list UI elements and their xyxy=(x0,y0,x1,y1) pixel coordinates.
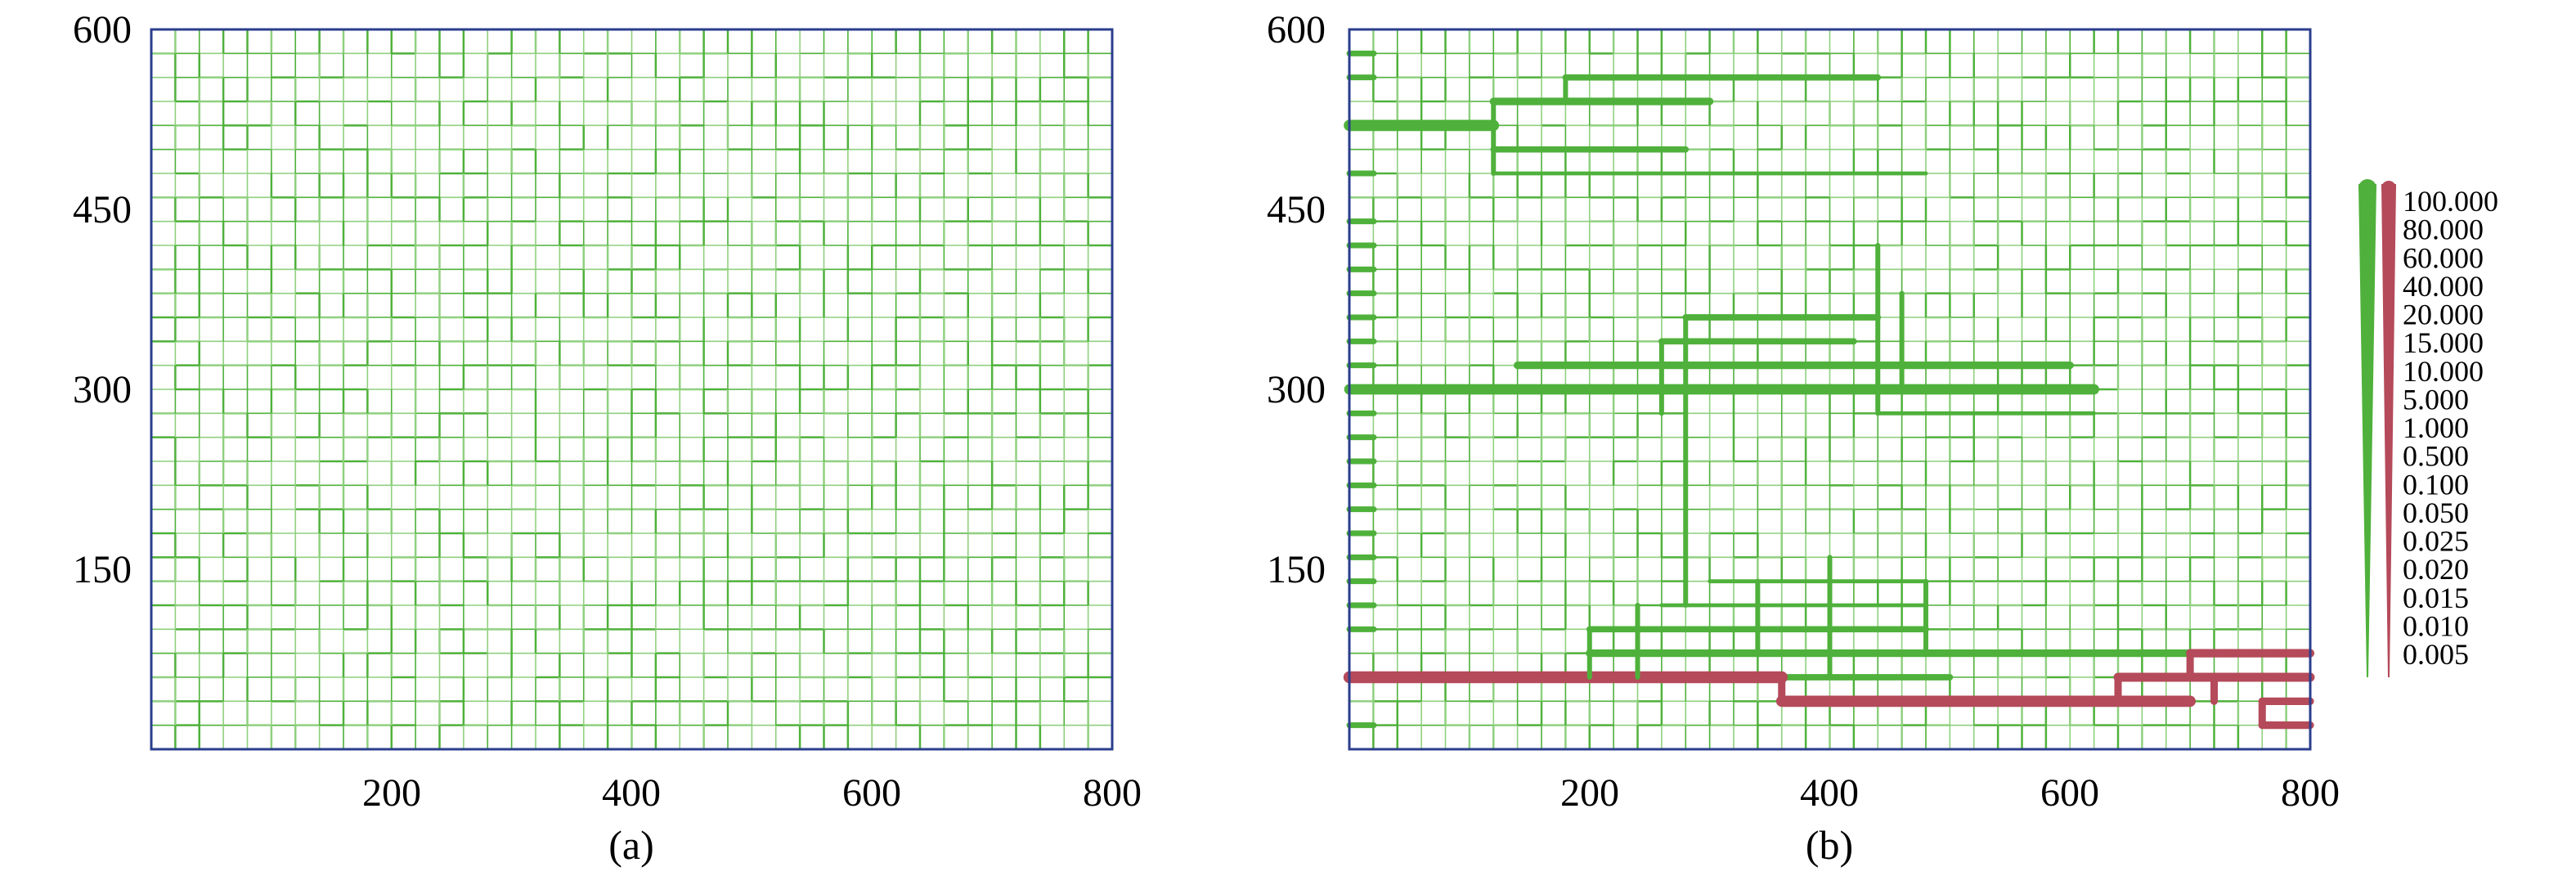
legend-label: 15.000 xyxy=(2403,326,2484,359)
panel-a-xtick-200: 200 xyxy=(362,771,421,815)
panel-a-grid xyxy=(151,29,1112,749)
panel-b-ytick-600: 600 xyxy=(1267,8,1326,52)
panel-b-ytick-150: 150 xyxy=(1267,548,1326,591)
legend-label: 0.010 xyxy=(2403,609,2469,642)
legend-label: 40.000 xyxy=(2403,270,2484,303)
legend-label: 10.000 xyxy=(2403,355,2484,388)
panel-b-ytick-300: 300 xyxy=(1267,368,1326,411)
legend-label: 0.015 xyxy=(2403,582,2469,614)
panel-b-xtick-600: 600 xyxy=(2040,771,2099,815)
legend-red-wedge xyxy=(2381,184,2396,677)
panel-a-xtick-400: 400 xyxy=(602,771,661,815)
panel-b-xtick-400: 400 xyxy=(1800,771,1859,815)
legend-green-cap xyxy=(2358,179,2376,197)
legend-label: 20.000 xyxy=(2403,299,2484,331)
legend-label: 0.100 xyxy=(2403,468,2469,501)
panel-a-frame xyxy=(150,28,1114,751)
panel-a-xtick-800: 800 xyxy=(1083,771,1142,815)
legend-green-wedge xyxy=(2358,184,2376,677)
legend-label: 0.005 xyxy=(2403,638,2469,671)
legend-label: 100.000 xyxy=(2403,185,2498,218)
panel-a-caption: (a) xyxy=(608,822,654,868)
legend-label: 80.000 xyxy=(2403,213,2484,246)
panel-a-ytick-600: 600 xyxy=(73,8,132,52)
panel-b-xtick-800: 800 xyxy=(2281,771,2340,815)
panel-b-flows xyxy=(1343,50,2315,730)
panel-b-ytick-450: 450 xyxy=(1267,188,1326,231)
legend-labels: 100.00080.00060.00040.00020.00015.00010.… xyxy=(2403,185,2498,671)
legend-label: 60.000 xyxy=(2403,241,2484,274)
legend-label: 0.500 xyxy=(2403,440,2469,473)
panel-b-grid xyxy=(1349,29,2310,749)
panel-b-frame xyxy=(1348,28,2312,751)
legend-label: 5.000 xyxy=(2403,383,2469,416)
legend: 100.00080.00060.00040.00020.00015.00010.… xyxy=(2358,179,2498,677)
panel-b-caption: (b) xyxy=(1806,822,1853,868)
panel-b: 600 450 300 150 200 400 600 800 (b) xyxy=(1267,8,2340,868)
legend-red-cap xyxy=(2381,181,2396,195)
panel-a-ytick-300: 300 xyxy=(73,368,132,411)
panel-b-xtick-200: 200 xyxy=(1560,771,1619,815)
panel-a-ytick-150: 150 xyxy=(73,548,132,591)
panel-a: 600 450 300 150 200 400 600 800 (a) xyxy=(73,8,1142,868)
panel-a-xtick-600: 600 xyxy=(842,771,901,815)
panel-a-ytick-450: 450 xyxy=(73,188,132,231)
legend-label: 0.025 xyxy=(2403,525,2469,558)
legend-label: 0.020 xyxy=(2403,553,2469,586)
legend-label: 1.000 xyxy=(2403,411,2469,444)
legend-label: 0.050 xyxy=(2403,496,2469,529)
